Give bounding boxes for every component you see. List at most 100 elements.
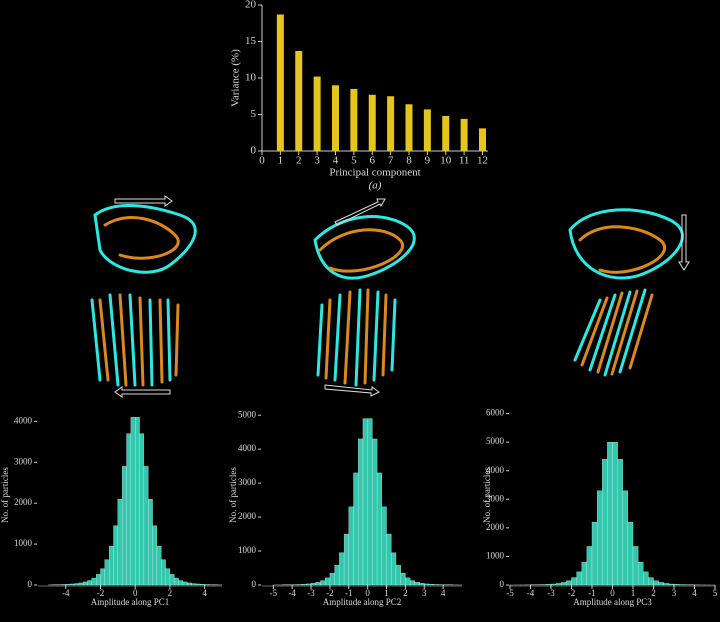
ribbon <box>90 293 172 387</box>
histogram-bar <box>376 472 382 586</box>
histogram-bar <box>395 565 401 586</box>
y-tick-label: 0 <box>252 579 257 589</box>
histogram-bar <box>104 559 110 586</box>
histogram-bar <box>637 561 644 586</box>
ribbon <box>316 288 397 387</box>
histogram-bar <box>109 545 114 586</box>
histogram-bar <box>74 583 79 586</box>
y-tick-label: 0 <box>251 145 257 157</box>
histogram-bar <box>612 441 618 586</box>
x-tick-label: 0 <box>133 588 138 598</box>
x-tick-label: -5 <box>506 588 514 598</box>
x-tick-label: 1 <box>631 588 636 598</box>
histogram-bar <box>419 583 425 586</box>
y-axis-label: No. of particles <box>228 467 238 523</box>
x-tick-label: 4 <box>202 588 207 598</box>
histogram-bar <box>428 584 434 586</box>
histogram-bar <box>555 583 562 586</box>
bar <box>368 94 376 151</box>
histogram-bar <box>663 583 670 586</box>
arrow <box>114 386 171 398</box>
y-tick-label: 15 <box>245 35 257 47</box>
histogram-bar <box>627 521 634 586</box>
y-tick-label: 3000 <box>14 456 33 466</box>
histogram-bar <box>310 583 316 586</box>
x-tick-label: 0 <box>365 588 370 598</box>
y-tick-label: 4000 <box>238 443 257 453</box>
histogram-bar <box>362 418 368 586</box>
y-tick-label: 0 <box>500 579 505 589</box>
x-tick-label: 3 <box>422 588 427 598</box>
x-tick-label: 2 <box>168 588 173 598</box>
histogram-bar <box>668 583 675 586</box>
caption: (a) <box>369 180 382 192</box>
histogram-bar <box>306 583 312 586</box>
histogram-bar <box>632 546 639 586</box>
histogram-bar <box>65 584 71 586</box>
x-tick-label: 0 <box>259 155 265 167</box>
histogram-bar <box>348 506 354 586</box>
histogram-bar <box>381 506 387 586</box>
x-tick-label: 6 <box>369 155 375 167</box>
x-tick-label: 0 <box>610 588 615 598</box>
y-axis-label: No. of particles <box>482 467 492 523</box>
histogram-bar <box>135 417 140 586</box>
histogram-bar <box>358 438 364 586</box>
histogram-bar <box>622 490 629 586</box>
histogram-bar <box>130 417 136 586</box>
y-tick-label: 4000 <box>14 415 33 425</box>
histogram-bar <box>353 472 359 586</box>
x-axis-label: Principal component <box>329 167 420 179</box>
x-tick-label: 4 <box>692 588 697 598</box>
y-tick-label: 3000 <box>238 477 257 487</box>
y-tick-label: 4000 <box>486 465 505 475</box>
histogram-bar <box>165 568 171 586</box>
x-tick-label: 9 <box>425 155 431 167</box>
structure-pc2 <box>313 198 416 397</box>
histogram-bar <box>653 580 659 586</box>
x-tick-label: -3 <box>307 588 315 598</box>
histogram-bar <box>617 459 623 586</box>
bar <box>295 50 303 151</box>
ribbon <box>93 204 197 274</box>
histogram-bar <box>143 466 149 586</box>
histogram-bar <box>152 525 158 586</box>
histogram-bar <box>596 490 603 586</box>
histogram-bar <box>602 459 608 586</box>
histogram-bar <box>69 583 75 586</box>
histogram-bar <box>386 533 392 586</box>
x-tick-label: -2 <box>326 588 334 598</box>
bar <box>478 128 486 151</box>
x-tick-label: 7 <box>388 155 394 167</box>
histogram-bar <box>414 582 420 586</box>
histogram-bar <box>424 583 430 586</box>
histogram-bar <box>571 577 577 586</box>
histogram-bar <box>372 438 378 586</box>
histogram-bar <box>126 433 132 586</box>
histogram-bar <box>591 521 598 586</box>
bar <box>442 115 450 151</box>
arrow <box>324 384 380 397</box>
histogram-bar <box>581 561 588 586</box>
y-tick-label: 5 <box>251 108 257 120</box>
histogram-bar <box>391 552 397 586</box>
histogram-bar <box>343 533 349 586</box>
ribbon <box>103 216 180 260</box>
x-tick-label: 2 <box>403 588 408 598</box>
histogram-bar <box>607 441 613 586</box>
y-axis-label: No. of particles <box>0 467 10 523</box>
y-tick-label: 10 <box>245 72 257 84</box>
histogram-bar <box>100 568 105 586</box>
ribbon <box>324 288 388 385</box>
x-tick-label: 1 <box>384 588 389 598</box>
x-tick-label: 10 <box>440 155 452 167</box>
y-tick-label: 5000 <box>486 436 505 446</box>
histogram-bar <box>200 584 205 586</box>
x-tick-label: 2 <box>296 155 302 167</box>
histogram-bar <box>334 565 340 586</box>
histogram-bar <box>113 525 118 586</box>
histogram-bar <box>315 582 321 586</box>
histogram-bar <box>561 582 567 586</box>
bar <box>350 88 358 151</box>
